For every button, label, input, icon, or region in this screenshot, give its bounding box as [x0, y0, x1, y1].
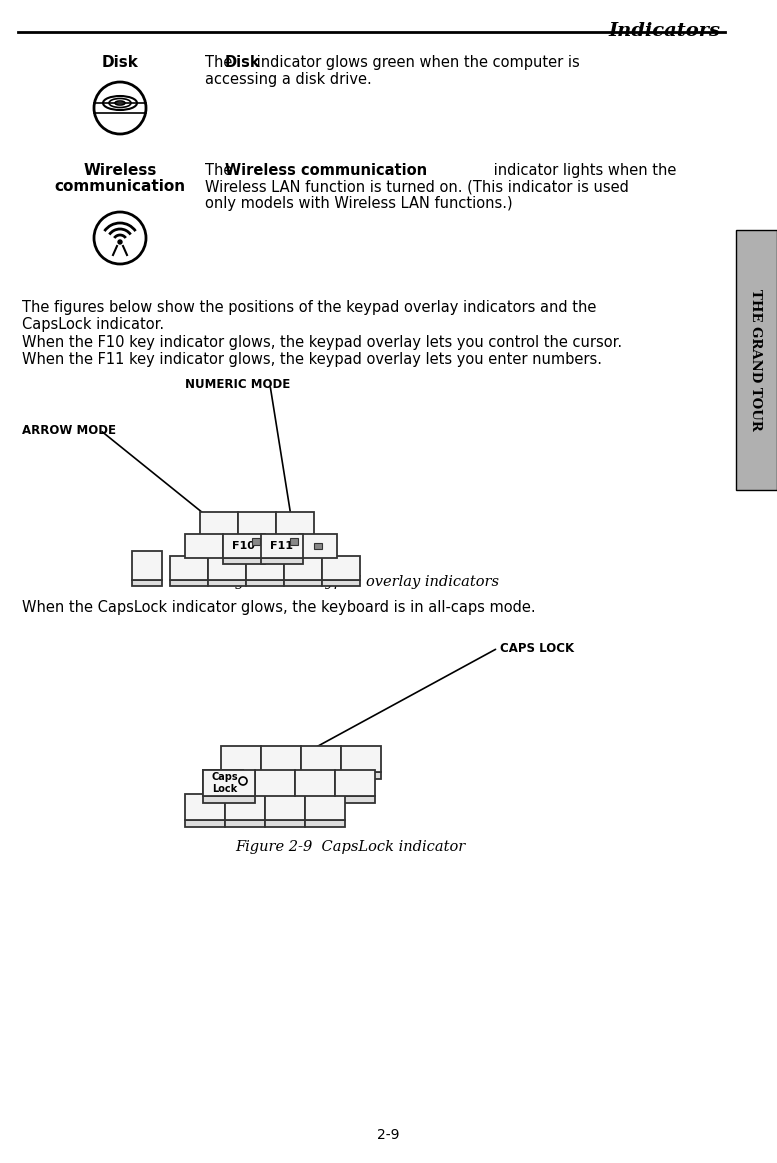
Polygon shape — [299, 558, 337, 564]
Polygon shape — [132, 580, 162, 586]
Polygon shape — [252, 538, 260, 545]
Polygon shape — [341, 745, 381, 772]
Polygon shape — [322, 580, 360, 586]
Text: Wireless communication: Wireless communication — [225, 163, 427, 178]
Text: Disk: Disk — [225, 55, 260, 70]
Polygon shape — [200, 536, 238, 542]
Polygon shape — [208, 580, 246, 586]
Polygon shape — [261, 534, 303, 558]
Polygon shape — [185, 794, 225, 820]
Polygon shape — [170, 556, 208, 580]
Polygon shape — [132, 551, 162, 580]
Polygon shape — [185, 534, 223, 558]
Text: CAPS LOCK: CAPS LOCK — [500, 642, 574, 655]
Polygon shape — [225, 820, 265, 827]
Text: 2-9: 2-9 — [377, 1128, 399, 1142]
Polygon shape — [221, 745, 261, 772]
Polygon shape — [284, 580, 322, 586]
Polygon shape — [290, 538, 298, 545]
Bar — [736, 230, 777, 490]
Polygon shape — [276, 536, 314, 542]
Polygon shape — [203, 795, 255, 802]
Polygon shape — [255, 770, 295, 795]
Text: Caps
Lock: Caps Lock — [211, 772, 239, 794]
Polygon shape — [295, 795, 335, 802]
Text: only models with Wireless LAN functions.): only models with Wireless LAN functions.… — [205, 197, 513, 211]
Text: Figure 2-9  CapsLock indicator: Figure 2-9 CapsLock indicator — [235, 840, 465, 854]
Polygon shape — [208, 556, 246, 580]
Text: CapsLock indicator.: CapsLock indicator. — [22, 317, 164, 331]
Polygon shape — [246, 556, 284, 580]
Polygon shape — [335, 770, 375, 795]
Polygon shape — [203, 770, 243, 795]
Polygon shape — [314, 543, 322, 549]
Text: ARROW MODE: ARROW MODE — [22, 423, 116, 436]
Polygon shape — [299, 534, 337, 558]
Polygon shape — [261, 745, 301, 772]
Polygon shape — [203, 770, 255, 795]
Polygon shape — [238, 512, 276, 536]
Text: F11: F11 — [270, 541, 294, 551]
Polygon shape — [305, 794, 345, 820]
Polygon shape — [223, 558, 265, 564]
Text: indicator lights when the: indicator lights when the — [489, 163, 676, 178]
Polygon shape — [322, 556, 360, 580]
Text: Figure 2-8  Keypad overlay indicators: Figure 2-8 Keypad overlay indicators — [221, 575, 500, 588]
Polygon shape — [276, 512, 314, 536]
Polygon shape — [185, 820, 225, 827]
Polygon shape — [200, 512, 238, 536]
Text: When the CapsLock indicator glows, the keyboard is in all-caps mode.: When the CapsLock indicator glows, the k… — [22, 600, 535, 615]
Polygon shape — [203, 770, 243, 795]
Text: THE GRAND TOUR: THE GRAND TOUR — [750, 290, 762, 430]
Polygon shape — [261, 558, 303, 564]
Text: The figures below show the positions of the keypad overlay indicators and the: The figures below show the positions of … — [22, 300, 597, 315]
Text: F10: F10 — [232, 541, 256, 551]
Polygon shape — [223, 534, 265, 558]
Polygon shape — [301, 772, 341, 779]
Polygon shape — [203, 795, 243, 802]
Text: Wireless LAN function is turned on. (This indicator is used: Wireless LAN function is turned on. (Thi… — [205, 179, 629, 194]
Polygon shape — [170, 580, 208, 586]
Text: indicator glows green when the computer is: indicator glows green when the computer … — [252, 55, 580, 70]
Text: Wireless: Wireless — [83, 163, 157, 178]
Text: accessing a disk drive.: accessing a disk drive. — [205, 72, 371, 87]
Polygon shape — [255, 795, 295, 802]
Polygon shape — [225, 794, 265, 820]
Circle shape — [118, 240, 122, 244]
Polygon shape — [265, 794, 305, 820]
Polygon shape — [265, 820, 305, 827]
Text: When the F11 key indicator glows, the keypad overlay lets you enter numbers.: When the F11 key indicator glows, the ke… — [22, 352, 602, 368]
Text: When the F10 key indicator glows, the keypad overlay lets you control the cursor: When the F10 key indicator glows, the ke… — [22, 335, 622, 350]
Polygon shape — [335, 795, 375, 802]
Polygon shape — [185, 558, 223, 564]
Text: Indicators: Indicators — [608, 22, 720, 40]
Text: communication: communication — [54, 179, 186, 194]
Polygon shape — [301, 745, 341, 772]
Polygon shape — [284, 556, 322, 580]
Text: The: The — [205, 55, 237, 70]
Polygon shape — [203, 795, 243, 802]
Polygon shape — [261, 772, 301, 779]
Polygon shape — [246, 580, 284, 586]
Polygon shape — [203, 770, 243, 795]
Polygon shape — [341, 772, 381, 779]
Text: Disk: Disk — [102, 55, 138, 70]
Polygon shape — [305, 820, 345, 827]
Polygon shape — [238, 536, 276, 542]
Text: NUMERIC MODE: NUMERIC MODE — [185, 378, 291, 392]
Polygon shape — [203, 795, 243, 802]
Polygon shape — [295, 770, 335, 795]
Polygon shape — [221, 772, 261, 779]
Text: The: The — [205, 163, 237, 178]
